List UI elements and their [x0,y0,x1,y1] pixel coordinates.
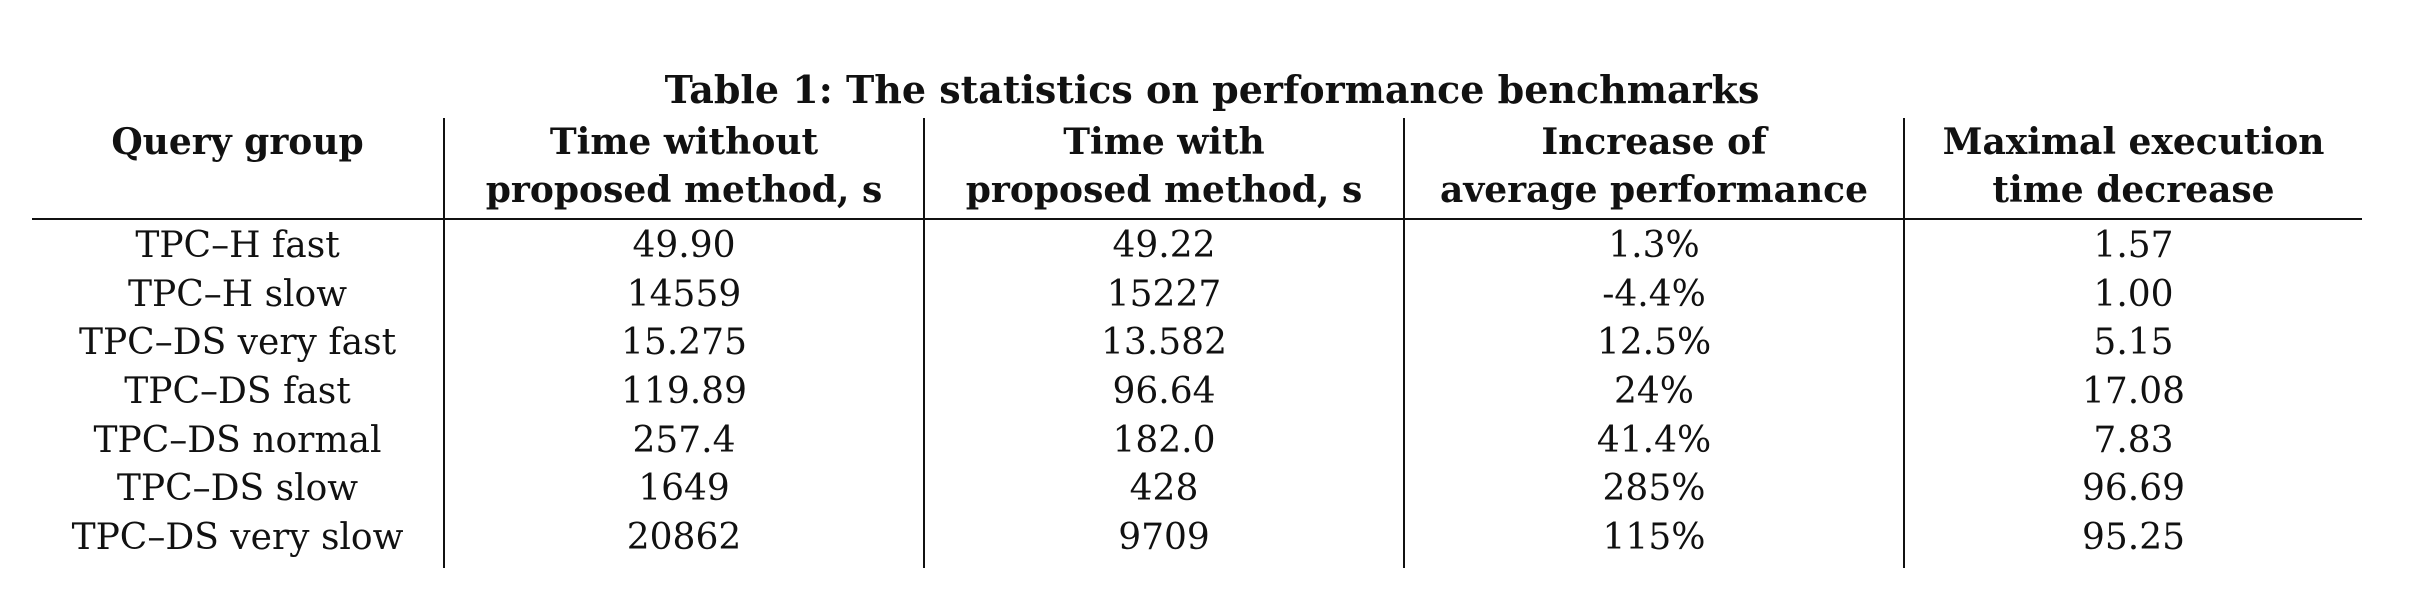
table-row: TPC–DS fast 119.89 96.64 24% 17.08 [32,367,2362,417]
table-caption: Table 1: The statistics on performance b… [664,67,1760,112]
header-time-without-line2: proposed method, s [485,169,883,211]
cell-query-group: TPC–DS slow [32,464,445,514]
cell-time-without: 20862 [444,513,925,569]
header-increase-performance-line1: Increase of [1541,121,1767,163]
cell-increase: 12.5% [1404,319,1905,368]
cell-max-decrease: 7.83 [2093,419,2174,461]
header-increase-performance: Increase of average performance [1404,118,1905,220]
table-row: TPC–DS slow 1649 428 285% 96.69 [32,464,2362,514]
cell-query-group: TPC–H slow [32,270,445,320]
cell-max-decrease: 5.15 [2093,322,2174,364]
cell-query-group: TPC–DS fast [32,367,445,417]
header-max-decrease: Maximal execution time decrease [1904,118,2362,220]
cell-time-with: 428 [924,464,1405,514]
cell-time-with: 96.64 [924,367,1405,417]
cell-max-decrease: 95.25 [2081,516,2186,558]
cell-time-with: 49.22 [924,219,1405,271]
header-max-decrease-line2: time decrease [1992,169,2275,211]
cell-query-group: TPC–DS very fast [32,319,445,368]
cell-time-with: 9709 [924,513,1405,569]
cell-increase: 24% [1404,367,1905,417]
cell-max-decrease: 96.69 [2081,468,2186,510]
cell-time-without: 15.275 [444,319,925,368]
table-header: Query group Time without proposed method… [32,118,2362,220]
header-row: Query group Time without proposed method… [32,118,2362,220]
table-row: TPC–DS very fast 15.275 13.582 12.5% 5.1… [32,319,2362,368]
header-time-with: Time with proposed method, s [924,118,1405,220]
cell-time-without: 119.89 [444,367,925,417]
cell-max-decrease: 1.57 [2093,225,2174,267]
cell-time-with: 13.582 [924,319,1405,368]
cell-time-with: 15227 [924,270,1405,320]
table-row: TPC–DS very slow 20862 9709 115% 95.25 [32,513,2362,569]
header-time-without: Time without proposed method, s [444,118,925,220]
header-increase-performance-line2: average performance [1440,169,1868,211]
table-row: TPC–H slow 14559 15227 -4.4% 1.00 [32,270,2362,320]
cell-increase: 41.4% [1404,416,1905,465]
cell-query-group: TPC–H fast [32,219,445,271]
cell-time-without: 257.4 [444,416,925,465]
cell-query-group: TPC–DS very slow [32,513,445,569]
header-time-with-line2: proposed method, s [965,169,1363,211]
header-max-decrease-line1: Maximal execution [1942,121,2325,163]
cell-max-decrease: 1.00 [2093,273,2174,315]
cell-query-group: TPC–DS normal [32,416,445,465]
table-body: TPC–H fast 49.90 49.22 1.3% 1.57 TPC–H s… [32,219,2362,569]
cell-increase: 285% [1404,464,1905,514]
header-time-without-line1: Time without [549,121,819,163]
cell-time-with: 182.0 [924,416,1405,465]
header-query-group-line1: Query group [111,121,364,163]
cell-increase: -4.4% [1404,270,1905,320]
cell-increase: 115% [1404,513,1905,569]
table-row: TPC–DS normal 257.4 182.0 41.4% 7.83 [32,416,2362,465]
header-time-with-line1: Time with [1063,121,1265,163]
cell-max-decrease: 17.08 [2081,371,2186,413]
benchmark-table: Query group Time without proposed method… [32,118,2362,569]
cell-increase: 1.3% [1404,219,1905,271]
cell-time-without: 1649 [444,464,925,514]
cell-time-without: 49.90 [444,219,925,271]
cell-time-without: 14559 [444,270,925,320]
table-row: TPC–H fast 49.90 49.22 1.3% 1.57 [32,219,2362,271]
header-query-group: Query group [32,118,445,220]
